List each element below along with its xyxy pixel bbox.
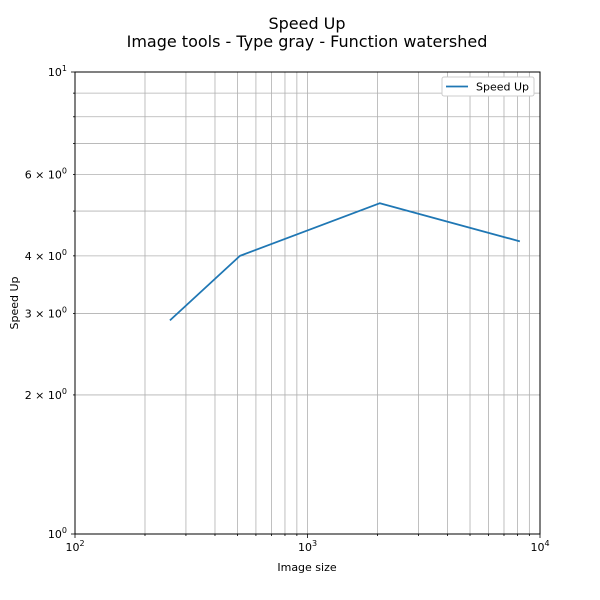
legend-frame (441, 76, 535, 97)
y-tick-label: 4 × 100 (25, 248, 67, 263)
legend-label: Speed Up (476, 81, 529, 94)
y-tick-label: 100 (48, 526, 67, 541)
ticks (71, 71, 541, 538)
x-tick-label: 103 (298, 539, 317, 554)
chart-subtitle: Image tools - Type gray - Function water… (127, 32, 488, 51)
y-tick-label: 3 × 100 (25, 306, 67, 321)
x-axis-label: Image size (277, 561, 337, 574)
y-tick-label: 2 × 100 (25, 387, 67, 402)
series-layer (169, 202, 521, 322)
y-axis-label: Speed Up (8, 276, 21, 329)
tick-labels: 102 103 104 100 2 × 100 3 × 100 4 × 100 6 × 100… (25, 64, 550, 554)
x-tick-label: 102 (65, 539, 84, 554)
x-tick-label: 104 (530, 539, 549, 554)
y-tick-label: 6 × 100 (25, 166, 67, 181)
grid (74, 71, 541, 535)
series-line-speed-up (169, 202, 521, 322)
y-tick-label: 101 (48, 64, 67, 79)
chart-title: Speed Up (268, 14, 345, 33)
legend: Speed Up (441, 76, 535, 97)
